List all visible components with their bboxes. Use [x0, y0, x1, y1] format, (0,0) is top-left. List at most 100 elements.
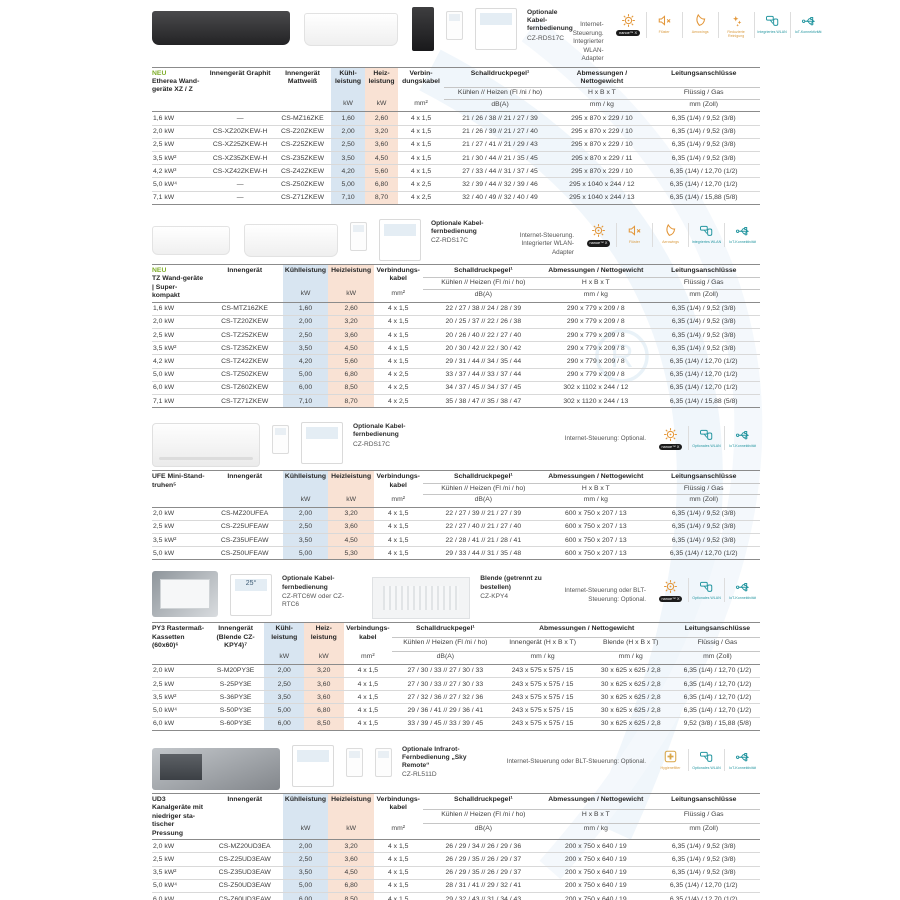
feature-badges: Hygienefilter Optionales WLAN IoT-Konnekti… [653, 748, 760, 771]
optional-remote-note: Optionale Kabel-fernbedienung CZ-RTC6W o… [282, 575, 346, 609]
table-cell: 3,5 kW² [152, 690, 207, 704]
col-header-verbindungskabel: Verbindungs-kabel [346, 625, 390, 641]
product-photo-row: Optionale Infrarot-Fernbedienung „Sky Re… [152, 737, 760, 790]
remote-control-photo [350, 221, 367, 251]
table-title: UFE Mini-Stand-truhen⁵ [152, 473, 205, 489]
table-cell: 8,70 [328, 393, 374, 408]
col-header-heizleistung: Heizleistung [328, 470, 374, 495]
col-header-abmessungen: Abmessungen / Nettogewicht [544, 793, 648, 810]
subheader-fluessig-gas: Flüssig / Gas [647, 277, 760, 290]
table-row: 1,6 kW CS-MTZ16ZKE 1,60 2,60 4 x 1,5 22 / 27 … [152, 301, 760, 316]
feature-badge-wlan: Integriertes WLAN [688, 222, 724, 247]
table-cell: 26 / 29 / 34 // 26 / 29 / 36 [422, 839, 545, 853]
table-cell: CS-MZ20UD3EA [206, 839, 283, 853]
table-cell: 2,60 [364, 111, 399, 126]
col-header-schalldruckpegel: Schalldruckpegel¹ [422, 470, 545, 484]
table-cell: 6,35 (1/4) / 12,70 (1/2) [647, 367, 760, 382]
col-header-schalldruckpegel: Schalldruckpegel¹ [422, 264, 545, 278]
col-header-abmessungen: Abmessungen / Nettogewicht [498, 622, 675, 639]
col-header-leitungsanschluesse: Leitungsanschlüsse [647, 470, 760, 484]
table-cell: 243 x 575 x 575 / 15 [498, 677, 587, 691]
table-cell: 243 x 575 x 575 / 15 [498, 663, 587, 678]
table-cell: 4 x 1,5 [398, 137, 444, 152]
table-cell: 35 / 38 / 47 // 35 / 38 / 47 [422, 393, 545, 408]
badge-label: Aerowings [691, 29, 709, 34]
table-cell: 26 / 29 / 35 // 26 / 29 / 37 [422, 852, 545, 867]
table-cell: 4,50 [328, 865, 374, 880]
wired-remote-photo [475, 8, 517, 50]
table-cell: 4 x 1,5 [373, 878, 423, 893]
table-cell: CS-XZ25ZKEW-H [206, 137, 274, 152]
feature-badge-usb: IoT-Konnektivität [724, 222, 760, 247]
table-cell: 30 x 625 x 625 / 2,8 [586, 716, 675, 731]
table-cell: 4 x 2,5 [398, 190, 444, 205]
table-cell: CS-TZ35ZKEW [206, 341, 283, 355]
table-cell: 6,35 (1/4) / 12,70 (1/2) [647, 891, 760, 900]
col-header-kuehlleistung: Kühlleistung [282, 793, 329, 824]
table-row: 4,2 kW CS-TZ42ZKEW 4,20 5,60 4 x 1,5 29 / 31 … [152, 354, 760, 369]
table-cell: 6,0 kW [152, 380, 207, 395]
units-row: kW kW mm² dB(A) mm / kg mm (Zoll) [152, 823, 760, 841]
table-row: 2,5 kW CS-Z25UFEAW 2,50 3,60 4 x 1,5 22 / 27 … [152, 519, 760, 534]
col-header-kuehlleistung: Kühl-leistung [264, 622, 304, 652]
table-cell: 28 / 31 / 41 // 29 / 32 / 41 [422, 878, 545, 893]
table-cell: 1,60 [331, 111, 365, 126]
table-cell: 2,50 [282, 519, 329, 534]
table-cell: 6,35 (1/4) / 12,70 (1/2) [674, 690, 760, 704]
table-cell: CS-TZ60ZKEW [206, 380, 283, 395]
remote-note-model: CZ-RTC6W oder CZ-RTC6 [282, 592, 345, 609]
table-cell: 4 x 1,5 [343, 663, 393, 678]
table-cell: 6,00 [264, 716, 304, 731]
control-availability-note: Internet-Steuerung: Optional. [564, 435, 646, 443]
table-body: 1,6 kW — CS-MZ16ZKE 1,60 2,60 4 x 1,5 21 / 26 … [152, 111, 760, 205]
table-header: PY3 Rastermaß-Kassetten (60x60)⁶ Innenge… [152, 622, 760, 665]
table-cell: 7,10 [282, 393, 329, 408]
table-cell: 243 x 575 x 575 / 15 [498, 703, 587, 718]
table-cell: 3,5 kW² [152, 533, 207, 547]
feature-badges: nanoe™ X Flüster Aerowings Reduzierte Reini… [611, 12, 826, 39]
subheader-fluessig-gas: Flüssig / Gas [647, 483, 760, 496]
table-cell: 200 x 750 x 640 / 19 [544, 891, 648, 900]
cassette-unit-photo [152, 571, 218, 618]
badge-label: IoT-Konnektivität [729, 240, 756, 245]
table-cell: 20 / 26 / 40 // 22 / 27 / 40 [422, 328, 545, 342]
feature-badge-wlan: Integriertes WLAN [753, 12, 790, 39]
table-cell: 4 x 1,5 [343, 703, 393, 718]
section-tz-wandgeraete: Optionale Kabel-fernbedienung CZ-RDS17C … [152, 211, 760, 409]
subheader-schall: Kühlen // Heizen (Fl /ni / ho) [422, 483, 545, 496]
subheader-schall: Kühlen // Heizen (Fl /ni / ho) [422, 809, 545, 825]
feature-badges: nanoe™ X Flüster Aerowings Integriertes WLA… [581, 222, 760, 247]
table-cell: S-25PY3E [206, 677, 265, 691]
table-body: 1,6 kW CS-MTZ16ZKE 1,60 2,60 4 x 1,5 22 / 27 … [152, 301, 760, 408]
table-cell: 6,35 (1/4) / 15,88 (5/8) [647, 393, 760, 408]
table-cell: 4 x 1,5 [373, 506, 423, 521]
table-cell: 27 / 33 / 44 // 31 / 37 / 45 [443, 164, 557, 178]
badge-label: Flüster [629, 240, 640, 245]
table-cell: 29 / 36 / 41 // 29 / 36 / 41 [392, 703, 499, 718]
table-cell: 6,35 (1/4) / 12,70 (1/2) [674, 677, 760, 691]
table-cell: 4 x 2,5 [373, 380, 423, 395]
neu-flag: NEU [152, 266, 167, 274]
badge-label: nanoe™ X [658, 443, 683, 451]
table-cell: 5,0 kW [152, 367, 207, 382]
table-cell: 290 x 779 x 209 / 8 [544, 354, 648, 369]
table-cell: 4 x 2,5 [373, 367, 423, 382]
table-cell: 8,70 [364, 190, 399, 205]
table-cell: 4 x 1,5 [373, 328, 423, 342]
table-cell: 32 / 40 / 49 // 32 / 40 / 49 [443, 190, 557, 205]
table-cell: 2,0 kW [152, 314, 207, 329]
table-cell: 20 / 30 / 42 // 22 / 30 / 42 [422, 341, 545, 355]
section-ud3-kanalgeraete: Optionale Infrarot-Fernbedienung „Sky Re… [152, 737, 760, 900]
subheader-hbt: H x B x T [544, 809, 648, 825]
table-cell: 5,0 kW⁴ [152, 177, 207, 192]
table-cell: CS-Z50UD3EAW [206, 878, 283, 893]
feature-badge-wlan: Optionales WLAN [688, 578, 724, 603]
product-photo-row: 25° Optionale Kabel-fernbedienung CZ-RTC… [152, 566, 760, 620]
col-header-heizleistung: Heizleistung [328, 264, 374, 290]
table-cell: 4 x 1,5 [373, 865, 423, 880]
table-cell: 6,35 (1/4) / 9,52 (3/8) [647, 865, 760, 880]
col-header-abmessungen: Abmessungen / Nettogewicht [556, 67, 648, 89]
table-row: 2,0 kW CS-MZ20UD3EA 2,00 3,20 4 x 1,5 26 / 29… [152, 839, 760, 853]
nanoe-icon [663, 426, 678, 442]
col-header-leitungsanschluesse: Leitungsanschlüsse [674, 622, 760, 639]
